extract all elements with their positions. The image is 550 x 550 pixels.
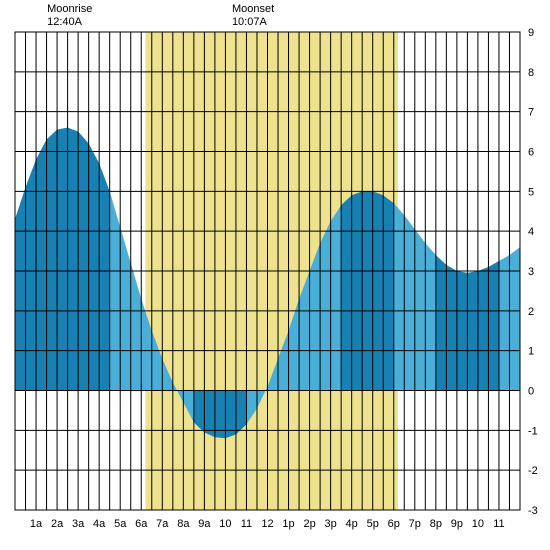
y-tick-label: 7 <box>528 107 534 119</box>
x-tick-label: 4p <box>346 518 358 530</box>
x-tick-label: 3p <box>325 518 337 530</box>
y-tick-label: -1 <box>528 425 538 437</box>
x-tick-label: 4a <box>93 518 106 530</box>
x-tick-label: 2a <box>51 518 64 530</box>
moonrise-time: 12:40A <box>47 16 83 28</box>
x-tick-label: 3a <box>72 518 85 530</box>
y-tick-label: -2 <box>528 465 538 477</box>
x-tick-label: 5a <box>114 518 127 530</box>
y-tick-label: 6 <box>528 147 534 159</box>
x-tick-label: 8p <box>430 518 442 530</box>
y-tick-label: 4 <box>528 226 534 238</box>
x-tick-label: 9p <box>451 518 463 530</box>
x-tick-label: 1a <box>30 518 43 530</box>
y-tick-label: 5 <box>528 186 534 198</box>
x-tick-label: 6p <box>388 518 400 530</box>
chart-svg: -3-2-101234567891a2a3a4a5a6a7a8a9a101112… <box>0 0 550 550</box>
x-tick-label: 10 <box>472 518 484 530</box>
y-tick-label: 1 <box>528 346 534 358</box>
x-tick-label: 9a <box>198 518 211 530</box>
x-tick-label: 11 <box>493 518 504 530</box>
x-tick-label: 7p <box>409 518 421 530</box>
x-tick-label: 8a <box>177 518 190 530</box>
moonrise-label: Moonrise <box>47 3 92 15</box>
moonset-time: 10:07A <box>232 16 268 28</box>
x-tick-label: 10 <box>219 518 231 530</box>
tide-area-front <box>341 191 394 390</box>
x-tick-label: 7a <box>156 518 169 530</box>
x-tick-label: 5p <box>367 518 379 530</box>
x-tick-label: 2p <box>303 518 315 530</box>
x-tick-label: 1p <box>282 518 294 530</box>
y-tick-label: 8 <box>528 67 534 79</box>
x-tick-label: 12 <box>261 518 273 530</box>
x-tick-label: 11 <box>241 518 252 530</box>
tide-chart: -3-2-101234567891a2a3a4a5a6a7a8a9a101112… <box>0 0 550 550</box>
y-tick-label: 9 <box>528 27 534 39</box>
y-tick-label: -3 <box>528 505 538 517</box>
y-tick-label: 2 <box>528 306 534 318</box>
x-tick-label: 6a <box>135 518 148 530</box>
y-tick-label: 0 <box>528 386 534 398</box>
moonset-label: Moonset <box>232 3 274 15</box>
y-tick-label: 3 <box>528 266 534 278</box>
